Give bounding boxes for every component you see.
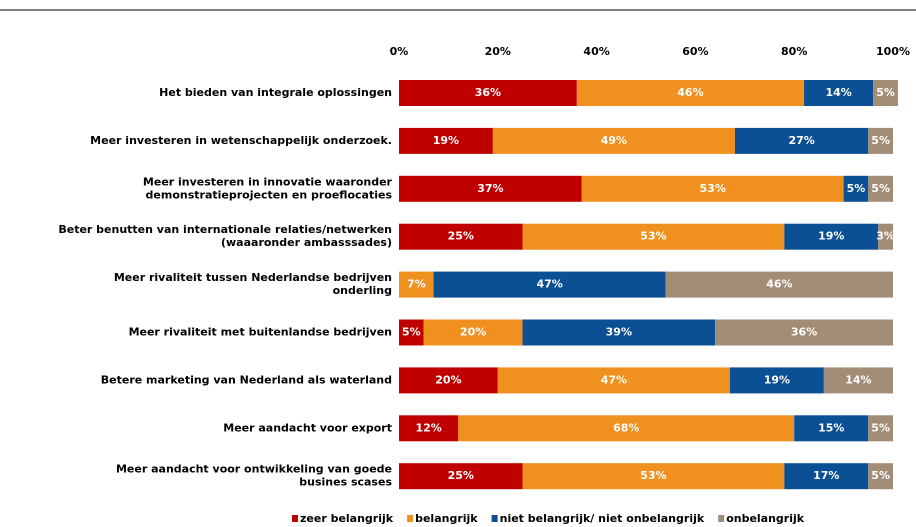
bar-segment (423, 319, 523, 346)
data-label: 14% (825, 86, 851, 99)
y-tick-label: Meer aandacht voor ontwikkeling van goed… (116, 463, 392, 489)
bar-segment (734, 127, 869, 154)
data-label: 36% (791, 326, 817, 339)
data-label: 20% (460, 326, 486, 339)
bar-segment (522, 223, 785, 250)
legend-label: zeer belangrijk (300, 512, 394, 525)
data-label: 53% (640, 469, 666, 482)
bar-segment (868, 463, 893, 490)
data-label: 20% (435, 373, 461, 386)
data-label: 19% (433, 134, 459, 147)
bar-segment (399, 319, 424, 346)
data-label: 46% (677, 86, 703, 99)
data-label: 19% (764, 373, 790, 386)
bar-segment (843, 175, 869, 202)
y-tick-label: Meer rivaliteit tussen Nederlandse bedri… (114, 271, 392, 297)
data-label: 68% (613, 421, 639, 434)
bar-segment (576, 80, 805, 106)
bar-segment (873, 80, 898, 106)
y-tick-label: Beter benutten van internationale relati… (58, 223, 392, 249)
data-label: 53% (640, 230, 666, 243)
data-label: 19% (818, 230, 844, 243)
data-label: 15% (818, 421, 844, 434)
bar-segment (399, 415, 459, 442)
legend-swatch (491, 515, 498, 522)
data-label: 53% (700, 182, 726, 195)
data-label: 27% (788, 134, 814, 147)
bar-segment (784, 463, 869, 490)
bar-segment (794, 415, 869, 442)
legend-label: onbelangrijk (726, 512, 805, 525)
bar-segment (804, 80, 874, 106)
bar-segment (399, 223, 523, 250)
data-label: 5% (871, 469, 890, 482)
data-label: 3% (876, 230, 895, 243)
x-tick-label: 60% (682, 45, 708, 58)
bar-segment (784, 223, 879, 250)
bar-segment (868, 175, 893, 202)
y-tick-label: Meer aandacht voor export (223, 421, 392, 434)
bar-segment (522, 463, 785, 490)
legend-swatch (407, 515, 414, 522)
bar-segment (868, 415, 893, 442)
x-tick-label: 20% (485, 45, 511, 58)
bar-segment (458, 415, 795, 442)
legend-label: niet belangrijk/ niet onbelangrijk (500, 512, 705, 525)
bar-segment (868, 127, 893, 154)
bar-segment (399, 127, 493, 154)
data-label: 14% (845, 373, 871, 386)
data-label: 36% (475, 86, 501, 99)
bar-segment (399, 80, 577, 106)
bar-segment (715, 319, 893, 346)
bar-segment (665, 271, 893, 298)
bar-segment (492, 127, 735, 154)
bar-segment (399, 175, 582, 202)
legend-swatch (292, 515, 298, 522)
bar-segment (522, 319, 716, 346)
data-label: 47% (536, 278, 562, 291)
data-label: 5% (871, 134, 890, 147)
data-label: 7% (407, 278, 426, 291)
legend-swatch (718, 515, 725, 522)
data-label: 47% (601, 373, 627, 386)
bar-segment (878, 223, 893, 250)
bar-segment (823, 367, 893, 394)
data-label: 17% (813, 469, 839, 482)
y-tick-label: Het bieden van integrale oplossingen (159, 86, 392, 99)
bar-segment (399, 463, 523, 490)
bar-segment (497, 367, 730, 394)
bar-segment (729, 367, 824, 394)
data-label: 5% (876, 86, 895, 99)
x-tick-label: 40% (583, 45, 609, 58)
bar-segment (399, 367, 498, 394)
data-label: 46% (766, 278, 792, 291)
y-tick-label: Meer investeren in innovatie waaronder de… (143, 175, 393, 201)
data-label: 5% (402, 326, 421, 339)
bar-segment (433, 271, 666, 298)
bar-segment (399, 271, 434, 298)
data-label: 5% (847, 182, 866, 195)
data-label: 5% (871, 182, 890, 195)
y-tick-label: Meer rivaliteit met buitenlandse bedrijv… (129, 326, 392, 339)
bar-segment (581, 175, 844, 202)
legend-label: belangrijk (415, 512, 478, 525)
data-label: 5% (871, 421, 890, 434)
data-label: 25% (448, 230, 474, 243)
data-label: 25% (448, 469, 474, 482)
x-tick-label: 80% (781, 45, 807, 58)
x-tick-label: 0% (390, 45, 409, 58)
data-label: 39% (606, 326, 632, 339)
data-label: 49% (601, 134, 627, 147)
x-tick-label: 100% (876, 45, 910, 58)
y-tick-label: Meer investeren in wetenschappelijk onde… (90, 134, 392, 147)
data-label: 12% (415, 421, 441, 434)
data-label: 37% (477, 182, 503, 195)
y-tick-label: Betere marketing van Nederland als water… (101, 373, 392, 386)
